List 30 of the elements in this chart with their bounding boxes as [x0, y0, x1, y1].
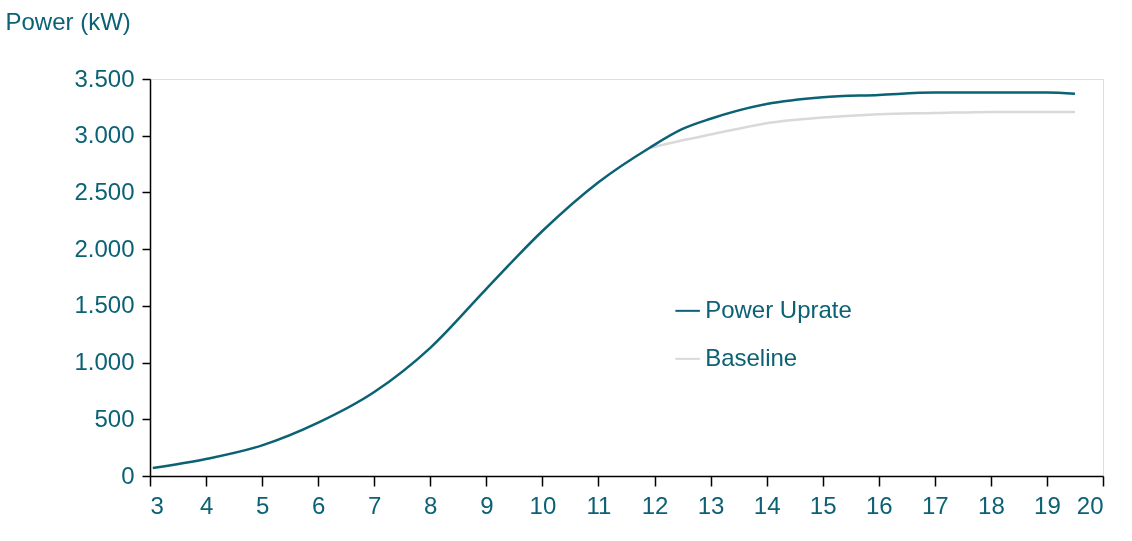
y-tick-label: 2.500: [74, 177, 135, 205]
x-tick-label: 19: [1034, 491, 1061, 519]
x-tick-label: 10: [529, 491, 557, 519]
x-tick-label: 20: [1076, 491, 1104, 519]
x-tick-label: 7: [368, 491, 382, 519]
y-tick-label: 3.500: [74, 64, 135, 92]
x-tick-label: 17: [921, 491, 949, 519]
x-tick-label: 12: [641, 491, 669, 519]
x-tick-label: 16: [865, 491, 893, 519]
x-tick-label: 6: [312, 491, 326, 519]
x-tick-label: 9: [480, 491, 494, 519]
y-tick-label: 500: [94, 404, 135, 432]
x-tick-label: 4: [199, 491, 214, 519]
y-tick-label: 1.000: [74, 348, 135, 376]
y-tick-label: 3.000: [74, 121, 135, 149]
legend-label: Power Uprate: [705, 295, 852, 323]
y-tick-label: 0: [121, 461, 135, 489]
x-tick-label: 8: [424, 491, 438, 519]
y-axis-title: Power (kW): [5, 7, 131, 35]
x-tick-label: 18: [978, 491, 1005, 519]
y-tick-label: 2.000: [74, 234, 135, 262]
x-tick-label: 15: [809, 491, 837, 519]
legend-label: Baseline: [705, 343, 798, 371]
x-tick-label: 14: [753, 491, 781, 519]
x-tick-label: 13: [697, 491, 725, 519]
line-series: [151, 91, 1077, 470]
x-tick-label: 3: [150, 491, 164, 519]
y-tick-label: 1.500: [74, 291, 135, 319]
x-tick-label: 11: [586, 491, 612, 519]
x-tick-label: 5: [255, 491, 270, 519]
